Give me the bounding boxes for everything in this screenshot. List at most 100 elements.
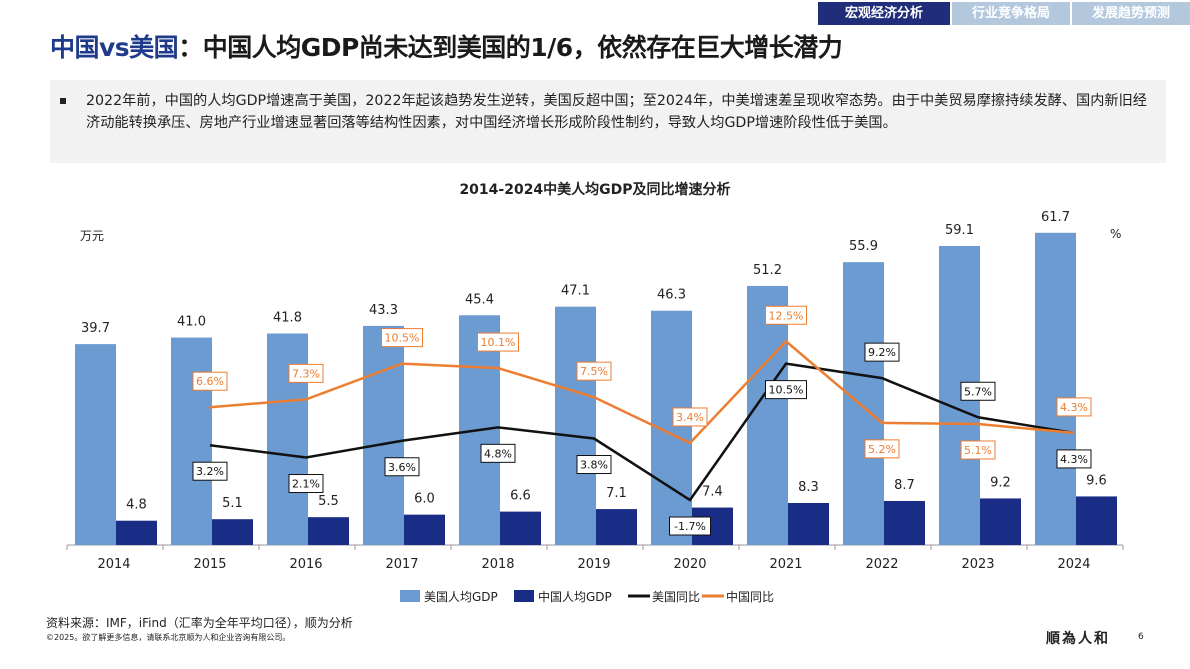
bullet-icon xyxy=(60,98,66,104)
china-yoy-line xyxy=(209,339,1075,445)
title-rest: ：中国人均GDP尚未达到美国的1/6，依然存在巨大增长潜力 xyxy=(178,33,843,62)
x-tick-label: 2014 xyxy=(97,557,130,572)
china-gdp-bar xyxy=(596,509,637,545)
china-gdp-bar xyxy=(116,520,157,545)
source-note: 资料来源：IMF，iFind（汇率为全年平均口径），顺为分析 xyxy=(46,616,353,630)
us-yoy-data-label: 3.8% xyxy=(580,459,608,472)
us-yoy-label-box xyxy=(384,457,420,477)
china-yoy-label-box xyxy=(1056,397,1092,417)
china-yoy-data-label: 10.5% xyxy=(385,332,420,345)
x-tick-label: 2017 xyxy=(385,557,418,572)
legend: 美国人均GDP 中国人均GDP 美国同比 中国同比 xyxy=(400,589,774,604)
china-yoy-data-label: 4.3% xyxy=(1060,401,1088,414)
us-yoy-data-label: 3.2% xyxy=(196,465,224,478)
bar-data-label: 47.1 xyxy=(561,284,590,299)
bar-data-label: 7.1 xyxy=(606,486,627,501)
china-gdp-bar xyxy=(308,517,349,545)
us-yoy-data-label: 9.2% xyxy=(868,346,896,359)
china-yoy-data-label: 7.5% xyxy=(580,365,608,378)
x-tick-label: 2022 xyxy=(865,557,898,572)
legend-label: 美国同比 xyxy=(652,590,700,604)
page-title: 中国vs美国：中国人均GDP尚未达到美国的1/6，依然存在巨大增长潜力 xyxy=(50,28,843,64)
china-yoy-label-box xyxy=(672,407,708,427)
china-yoy-data-label: 10.1% xyxy=(481,336,516,349)
bar-data-label: 9.6 xyxy=(1086,473,1107,488)
china-yoy-data-label: 3.4% xyxy=(676,411,704,424)
us-gdp-bar xyxy=(747,285,788,545)
us-gdp-bar xyxy=(171,337,212,545)
china-yoy-data-label: 5.2% xyxy=(868,443,896,456)
bar-data-label: 5.1 xyxy=(222,496,243,511)
copyright: ©2025。欲了解更多信息，请联系北京顺为人和企业咨询有限公司。 xyxy=(46,633,291,642)
legend-swatch xyxy=(400,590,420,602)
china-yoy-label-box xyxy=(381,328,423,348)
bar-data-label: 6.0 xyxy=(414,492,435,507)
us-yoy-label-box xyxy=(480,443,516,463)
bar-data-label: 7.4 xyxy=(702,485,723,500)
bar-data-label: 55.9 xyxy=(849,239,878,254)
us-yoy-label-box xyxy=(960,381,996,401)
chart-title: 2014-2024中美人均GDP及同比增速分析 xyxy=(459,181,730,198)
china-yoy-label-box xyxy=(576,361,612,381)
legend-label: 美国人均GDP xyxy=(424,590,498,604)
section-tabs: 宏观经济分析 行业竞争格局 发展趋势预测 xyxy=(818,2,1190,25)
us-yoy-data-label: 3.6% xyxy=(388,461,416,474)
us-yoy-data-label: 4.3% xyxy=(1060,453,1088,466)
bar-data-label: 43.3 xyxy=(369,303,398,318)
us-yoy-label-box xyxy=(288,474,324,494)
tab-macro-economy[interactable]: 宏观经济分析 xyxy=(818,2,950,25)
chart: 2014-2024中美人均GDP及同比增速分析 万元 % 2014 2015 201… xyxy=(66,181,1124,604)
bar-data-label: 41.8 xyxy=(273,310,302,325)
china-yoy-label-box xyxy=(765,305,807,325)
bar-data-label: 8.7 xyxy=(894,478,915,493)
brand-logo: 順為人和 xyxy=(1046,631,1110,647)
us-yoy-label-box xyxy=(1056,449,1092,469)
us-yoy-data-label: 4.8% xyxy=(484,447,512,460)
us-yoy-data-label: 10.5% xyxy=(769,384,804,397)
bar-data-label: 51.2 xyxy=(753,263,782,278)
tab-trend-forecast[interactable]: 发展趋势预测 xyxy=(1072,2,1190,25)
legend-label: 中国人均GDP xyxy=(538,589,612,604)
us-gdp-bar xyxy=(75,344,116,545)
bar-data-label: 61.7 xyxy=(1041,210,1070,225)
tab-industry-competition[interactable]: 行业竞争格局 xyxy=(952,2,1070,25)
right-axis-unit: % xyxy=(1110,227,1121,241)
x-tick-label: 2019 xyxy=(577,557,610,572)
china-yoy-data-label: 12.5% xyxy=(769,309,804,322)
china-yoy-label-box xyxy=(288,363,324,383)
legend-label: 中国同比 xyxy=(726,589,774,604)
china-gdp-bar xyxy=(884,500,925,545)
bar-data-label: 8.3 xyxy=(798,480,819,495)
x-tick-label: 2016 xyxy=(289,557,322,572)
us-gdp-bar xyxy=(363,325,404,545)
china-yoy-label-box xyxy=(960,440,996,460)
bar-data-label: 41.0 xyxy=(177,315,206,330)
page-number: 6 xyxy=(1138,632,1144,642)
china-gdp-bar xyxy=(404,514,445,545)
bar-data-label: 6.6 xyxy=(510,489,531,504)
us-gdp-bar xyxy=(843,262,884,545)
china-yoy-label-box xyxy=(192,371,228,391)
bar-data-label: 59.1 xyxy=(945,223,974,238)
us-yoy-label-box xyxy=(576,455,612,475)
us-yoy-label-box xyxy=(192,461,228,481)
summary-box: 2022年前，中国的人均GDP增速高于美国，2022年起该趋势发生逆转，美国反超… xyxy=(50,80,1166,163)
us-gdp-bar xyxy=(555,306,596,545)
x-tick-label: 2023 xyxy=(961,557,994,572)
china-gdp-bar xyxy=(1076,496,1117,545)
china-yoy-label-box xyxy=(864,439,900,459)
left-axis-unit: 万元 xyxy=(80,229,104,243)
us-yoy-data-label: 2.1% xyxy=(292,478,320,491)
us-yoy-label-box xyxy=(864,342,900,362)
x-tick-label: 2024 xyxy=(1057,557,1090,572)
china-yoy-data-label: 5.1% xyxy=(964,444,992,457)
china-gdp-bar xyxy=(212,519,253,545)
us-gdp-bar xyxy=(1035,232,1076,545)
bar-data-label: 46.3 xyxy=(657,288,686,303)
china-gdp-bar xyxy=(788,503,829,545)
bar-data-label: 9.2 xyxy=(990,475,1011,490)
summary-text: 2022年前，中国的人均GDP增速高于美国，2022年起该趋势发生逆转，美国反超… xyxy=(86,93,1147,131)
bar-data-label: 4.8 xyxy=(126,498,147,513)
legend-swatch xyxy=(514,590,534,602)
bar-data-label: 5.5 xyxy=(318,494,339,509)
